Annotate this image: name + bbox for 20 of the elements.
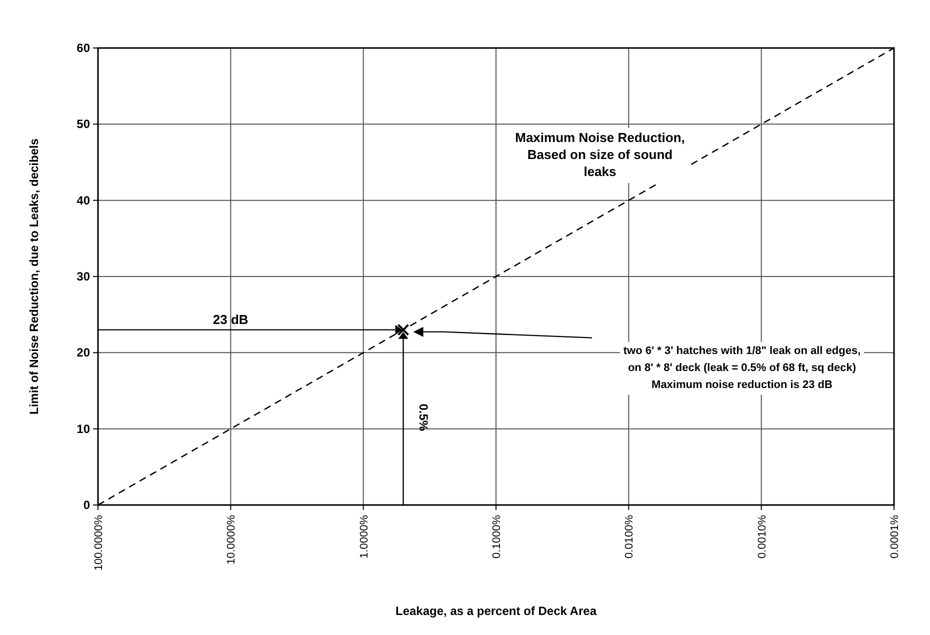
y-tick-label: 0 (83, 498, 90, 512)
x-tick-label: 100.0000% (93, 514, 105, 571)
x-tick-label: 0.0001% (889, 514, 901, 558)
annotation: two 6' * 3' hatches with 1/8" leak on all edges, on 8' * 8' deck (leak = 0.5% of 68 ft, sq deck) Maximum noise reduction is 23 dB (623, 344, 861, 391)
annotation: 23 dB (212, 312, 248, 327)
x-tick-label: 10.0000% (226, 514, 238, 565)
y-axis-title: Limit of Noise Reduction, due to Leaks, decibels (27, 138, 41, 415)
x-tick-label: 0.0100% (624, 514, 636, 558)
x-tick-label: 0.1000% (491, 514, 503, 558)
x-axis-title: Leakage, as a percent of Deck Area (396, 604, 597, 618)
x-tick-label: 0.0010% (756, 514, 768, 558)
annotation: 0.5% (416, 404, 430, 432)
annotation: Maximum Noise Reduction, Based on size of sound leaks (515, 130, 685, 179)
y-tick-label: 10 (76, 422, 90, 436)
y-tick-label: 30 (76, 270, 90, 284)
x-tick-label: 1.0000% (358, 514, 370, 558)
y-tick-label: 60 (76, 41, 90, 55)
y-tick-label: 20 (76, 346, 90, 360)
y-tick-label: 40 (76, 193, 90, 208)
y-tick-label: 50 (76, 117, 90, 132)
